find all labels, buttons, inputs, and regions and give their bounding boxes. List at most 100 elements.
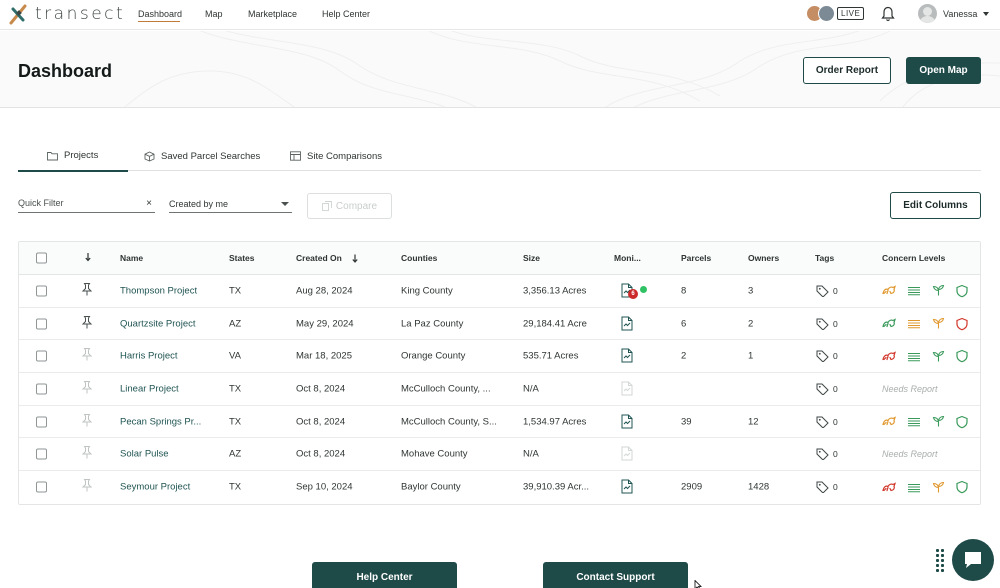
shield-icon[interactable] [956, 481, 968, 494]
wetlands-icon[interactable] [907, 351, 921, 362]
table-row[interactable]: Solar Pulse AZ Oct 8, 2024 Mohave County N/A… [19, 438, 980, 472]
column-header-size[interactable]: Size [523, 253, 541, 263]
table-row[interactable]: Thompson Project TX Aug 28, 2024 King Count… [19, 275, 980, 308]
sort-down-arrow-icon [352, 254, 358, 263]
monitoring-report-button[interactable] [621, 412, 649, 432]
clear-filter-icon[interactable]: × [146, 198, 152, 209]
project-name-link[interactable]: Harris Project [120, 350, 178, 362]
monitoring-report-button[interactable] [621, 477, 649, 497]
monitoring-report-button[interactable]: 6 [621, 281, 649, 301]
created-by-select[interactable]: Created by me [169, 194, 292, 213]
project-name-link[interactable]: Thompson Project [120, 285, 198, 297]
column-header-tags[interactable]: Tags [815, 253, 835, 263]
project-owners: 12 [748, 416, 759, 428]
pin-button[interactable] [81, 282, 93, 299]
live-collaborators[interactable]: LIVE [806, 5, 865, 22]
nav-help-center[interactable]: Help Center [322, 9, 371, 19]
column-header-concern-levels[interactable]: Concern Levels [882, 253, 946, 263]
column-header-counties[interactable]: Counties [401, 253, 438, 263]
habitat-icon[interactable] [882, 351, 896, 361]
order-report-button[interactable]: Order Report [803, 57, 891, 84]
row-checkbox[interactable] [36, 350, 47, 362]
brand-logo[interactable]: transect [9, 3, 125, 25]
wetlands-icon[interactable] [907, 482, 921, 493]
habitat-icon[interactable] [882, 416, 896, 427]
tags-button[interactable]: 0 [816, 285, 838, 297]
project-name-link[interactable]: Seymour Project [120, 481, 191, 493]
pin-button[interactable] [81, 348, 93, 365]
contact-support-button[interactable]: Contact Support [543, 562, 688, 588]
row-checkbox[interactable] [36, 285, 47, 297]
project-name-link[interactable]: Quartzsite Project [120, 318, 196, 330]
vegetation-icon[interactable] [932, 317, 945, 330]
nav-dashboard[interactable]: Dashboard [138, 9, 183, 19]
table-row[interactable]: Seymour Project TX Sep 10, 2024 Baylor Coun… [19, 471, 980, 504]
quick-filter-input[interactable] [18, 194, 133, 208]
habitat-icon[interactable] [882, 285, 896, 296]
nav-map[interactable]: Map [205, 9, 223, 19]
row-checkbox[interactable] [36, 416, 47, 428]
column-header-created-on[interactable]: Created On [296, 253, 358, 263]
pin-button[interactable] [81, 315, 93, 332]
wetlands-icon[interactable] [907, 417, 921, 427]
notifications-button[interactable] [881, 6, 895, 27]
pin-button[interactable] [81, 380, 93, 397]
pin-button[interactable] [81, 446, 93, 463]
column-header-states[interactable]: States [229, 253, 255, 263]
open-map-button[interactable]: Open Map [906, 57, 981, 84]
row-checkbox[interactable] [36, 383, 47, 395]
tab-projects[interactable]: Projects [18, 141, 128, 172]
compare-button[interactable]: Compare [307, 193, 392, 219]
vegetation-icon[interactable] [932, 481, 945, 493]
user-menu[interactable]: Vanessa [918, 4, 990, 23]
tags-button[interactable]: 0 [816, 448, 838, 461]
project-name-link[interactable]: Linear Project [120, 383, 179, 395]
tags-button[interactable]: 0 [816, 416, 838, 428]
pin-button[interactable] [81, 479, 93, 496]
pin-button[interactable] [81, 413, 93, 430]
column-header-monitoring[interactable]: Moni... [614, 253, 641, 263]
tags-button[interactable]: 0 [816, 318, 838, 330]
edit-columns-button[interactable]: Edit Columns [890, 192, 981, 219]
help-center-button[interactable]: Help Center [312, 562, 457, 588]
habitat-icon[interactable] [882, 318, 896, 329]
chat-button[interactable] [952, 539, 994, 581]
shield-icon[interactable] [956, 415, 968, 428]
project-name-link[interactable]: Solar Pulse [120, 448, 169, 460]
tags-button[interactable]: 0 [816, 481, 838, 494]
wetlands-icon[interactable] [907, 319, 921, 329]
shield-icon[interactable] [956, 317, 968, 330]
row-checkbox[interactable] [36, 481, 47, 493]
shield-icon[interactable] [956, 350, 968, 363]
tab-saved-parcel-searches[interactable]: Saved Parcel Searches [144, 141, 260, 171]
shield-icon[interactable] [956, 284, 968, 298]
table-row[interactable]: Pecan Springs Pr... TX Oct 8, 2024 McCulloc… [19, 406, 980, 439]
project-parcels: 2 [681, 350, 687, 362]
select-all-checkbox[interactable] [36, 252, 47, 264]
vegetation-icon[interactable] [932, 416, 945, 428]
table-row[interactable]: Quartzsite Project AZ May 29, 2024 La Paz C… [19, 308, 980, 341]
row-checkbox[interactable] [36, 318, 47, 330]
tags-button[interactable]: 0 [816, 350, 838, 363]
column-header-owners[interactable]: Owners [748, 253, 780, 263]
vegetation-icon[interactable] [932, 285, 945, 297]
monitoring-report-button[interactable] [621, 346, 649, 366]
wetlands-icon[interactable] [907, 286, 921, 296]
project-name-link[interactable]: Pecan Springs Pr... [120, 416, 202, 428]
tab-site-comparisons[interactable]: Site Comparisons [290, 141, 382, 171]
project-state: TX [229, 285, 242, 297]
monitoring-report-button[interactable] [621, 444, 649, 464]
table-row[interactable]: Harris Project VA Mar 18, 2025 Orange Count… [19, 340, 980, 374]
drag-handle-icon[interactable] [936, 549, 944, 572]
monitoring-report-button[interactable] [621, 379, 649, 399]
nav-marketplace[interactable]: Marketplace [248, 9, 298, 19]
row-checkbox[interactable] [36, 448, 47, 460]
column-header-parcels[interactable]: Parcels [681, 253, 712, 263]
habitat-icon[interactable] [882, 482, 896, 492]
monitoring-report-button[interactable] [621, 314, 649, 334]
column-header-name[interactable]: Name [120, 253, 144, 263]
tags-button[interactable]: 0 [816, 383, 838, 395]
vegetation-icon[interactable] [932, 350, 945, 362]
pin-sort-button[interactable] [85, 253, 91, 264]
table-row[interactable]: Linear Project TX Oct 8, 2024 McCulloch Cou… [19, 373, 980, 406]
